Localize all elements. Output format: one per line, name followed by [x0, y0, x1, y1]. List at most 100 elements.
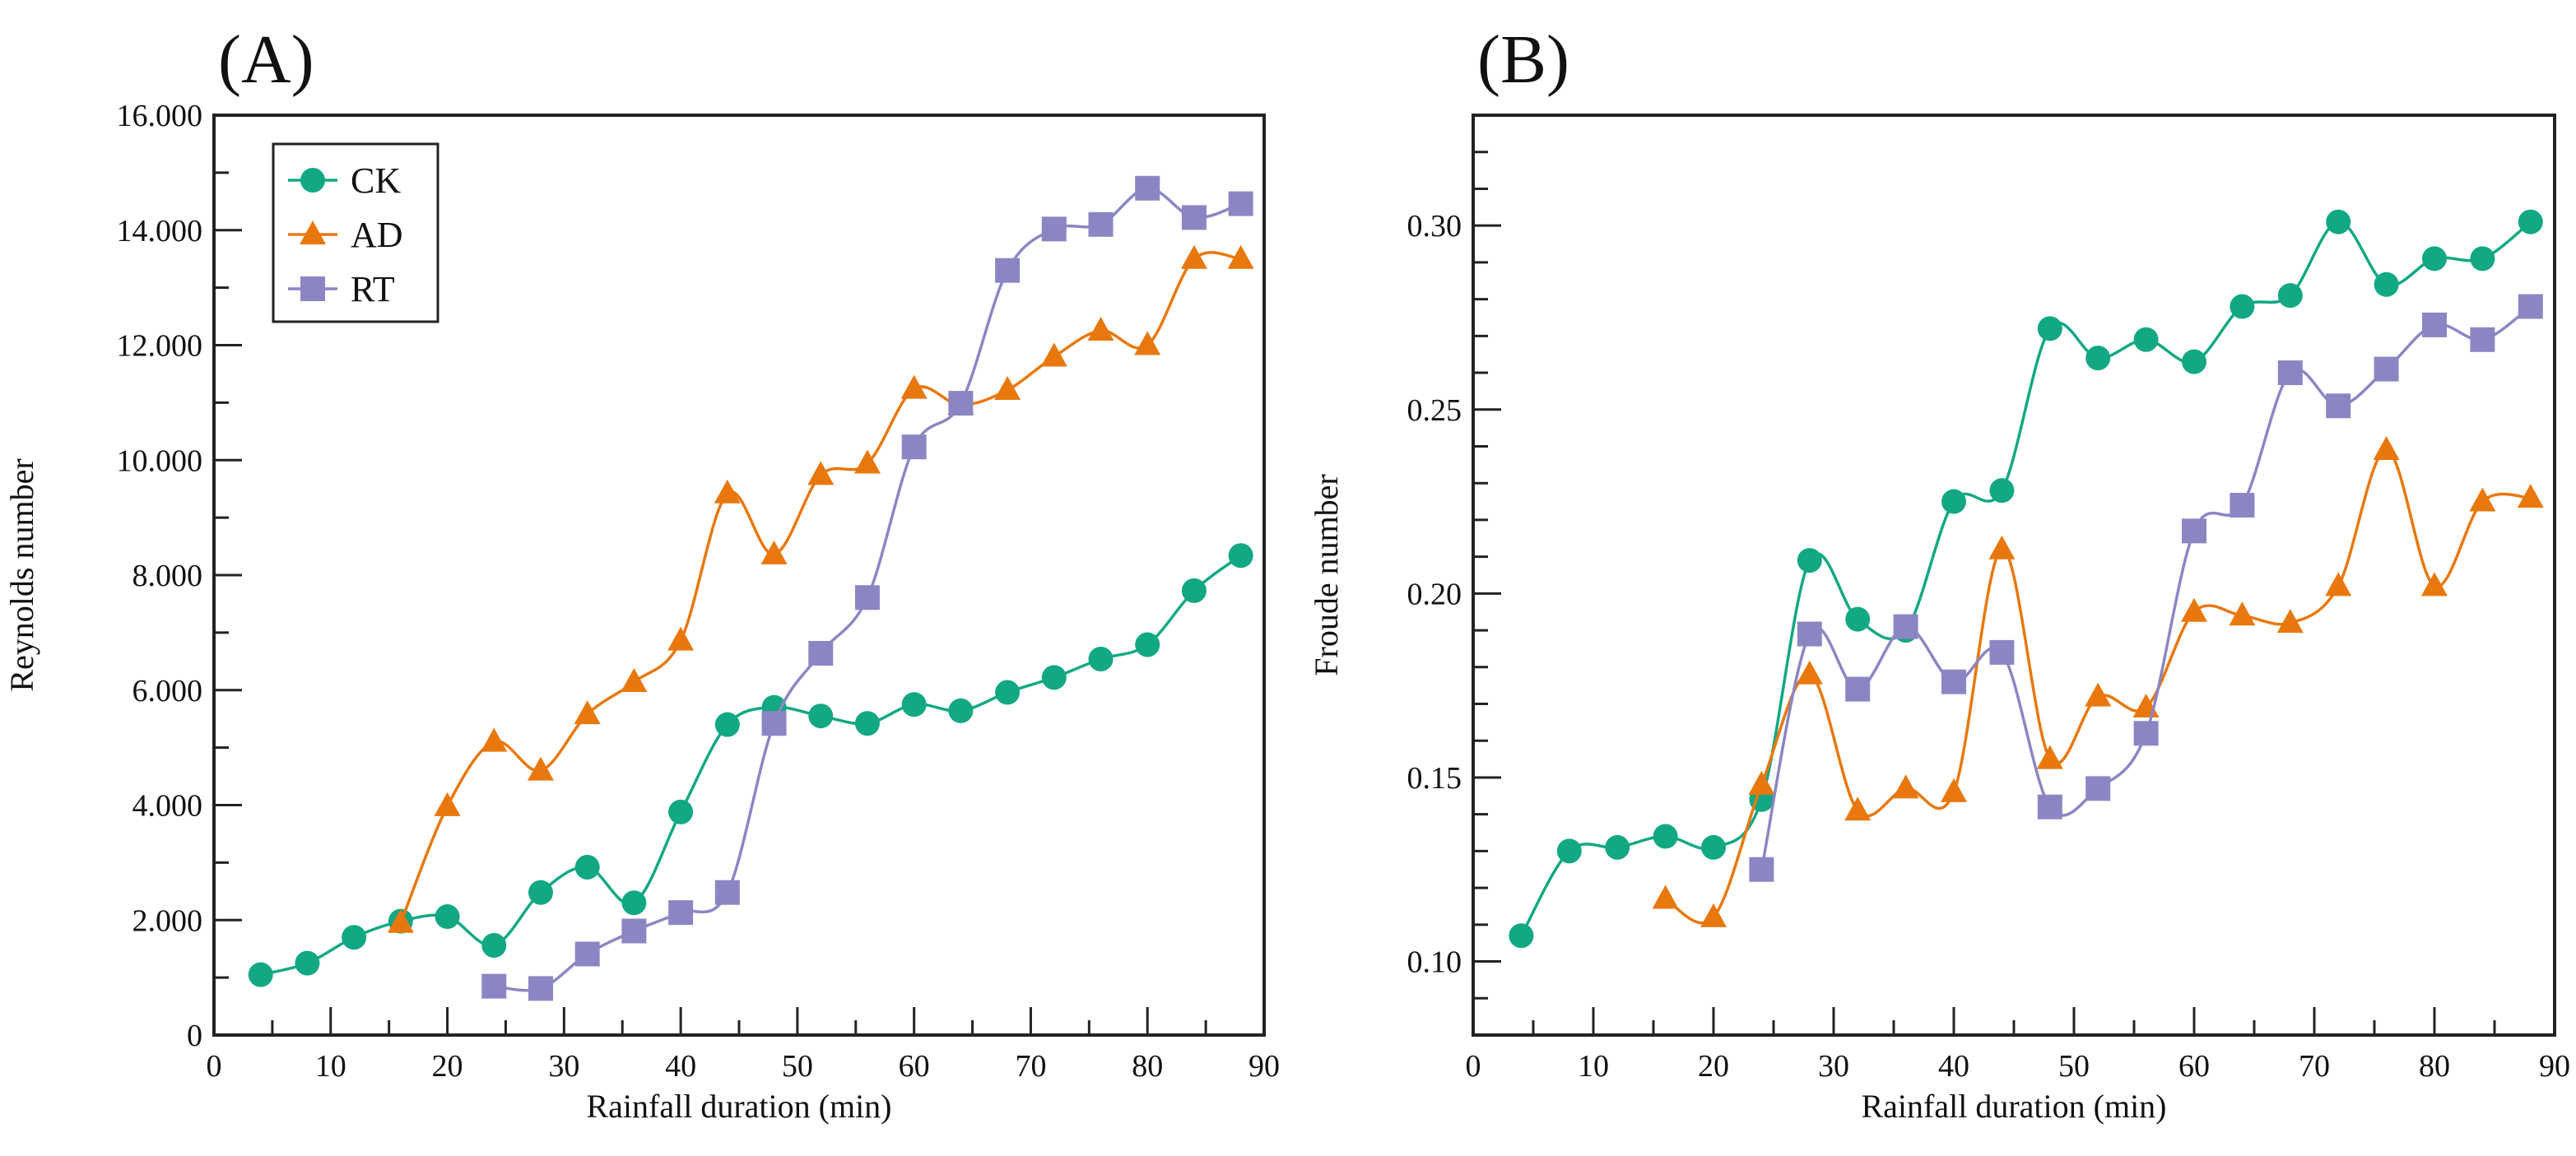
legend-marker-rt	[300, 276, 325, 301]
data-point-ck	[2133, 327, 2159, 352]
data-point-rt	[1893, 614, 1918, 639]
y-axis-label: Reynolds number	[3, 458, 40, 691]
data-point-ad	[1652, 884, 1679, 909]
data-point-rt	[2133, 721, 2159, 746]
x-tick-label: 30	[1818, 1049, 1849, 1084]
data-point-ad	[2373, 435, 2400, 460]
y-tick-label: 0.20	[1407, 577, 1462, 611]
y-tick-label: 14.000	[117, 214, 203, 248]
data-point-ad	[434, 792, 461, 816]
data-point-ck	[1088, 647, 1114, 672]
data-point-rt	[995, 258, 1021, 283]
y-tick-label: 0	[187, 1019, 202, 1053]
data-point-ck	[342, 925, 367, 950]
x-tick-label: 40	[1938, 1049, 1969, 1084]
data-point-rt	[668, 900, 694, 926]
data-point-ck	[574, 854, 600, 880]
data-point-ad	[2421, 572, 2448, 597]
data-point-ck	[1509, 923, 1534, 949]
x-tick-label: 20	[432, 1049, 463, 1084]
data-point-ad	[621, 667, 648, 692]
x-tick-label: 80	[1132, 1049, 1163, 1084]
chart-panel-a: (A) 0 10 20 30 40 50 60 70 80 90 0 2.000 4.000 6.000 8.…	[3, 21, 1280, 1125]
series-line-ad	[399, 251, 1241, 924]
data-point-ad	[2085, 682, 2112, 707]
data-point-rt	[1181, 205, 1207, 230]
data-point-ad	[1134, 331, 1161, 355]
data-point-rt	[1135, 175, 1160, 201]
y-tick-label: 2.000	[133, 903, 203, 938]
series-ck	[1509, 209, 2543, 949]
data-point-ck	[1228, 543, 1253, 569]
y-tick-label: 10.000	[117, 443, 203, 478]
x-tick-label: 50	[2058, 1049, 2090, 1084]
y-tick-label: 8.000	[133, 559, 203, 593]
data-point-ad	[2181, 597, 2207, 622]
x-axis-label: Rainfall duration (min)	[586, 1088, 891, 1125]
data-point-ad	[760, 540, 788, 564]
data-point-ck	[528, 880, 553, 905]
data-point-ad	[900, 374, 928, 399]
data-point-ck	[295, 950, 320, 976]
data-point-ad	[853, 449, 881, 474]
plot-frame	[1472, 114, 2556, 1037]
data-point-ck	[2277, 283, 2303, 309]
data-point-ck	[854, 711, 880, 736]
data-point-ad	[1796, 660, 1823, 685]
data-point-rt	[2470, 327, 2495, 352]
data-point-rt	[1941, 669, 1966, 694]
x-tick-label: 80	[2419, 1049, 2450, 1084]
panel-label: (B)	[1477, 21, 1569, 98]
y-tick-label: 0.30	[1407, 209, 1462, 244]
data-point-ad	[2036, 745, 2063, 769]
y-tick-label: 6.000	[133, 674, 203, 708]
data-point-ad	[527, 756, 554, 781]
data-point-ad	[2325, 572, 2352, 597]
data-point-rt	[761, 711, 787, 736]
data-point-ck	[1701, 834, 1726, 860]
data-point-ck	[995, 680, 1021, 705]
data-point-rt	[481, 973, 507, 999]
data-point-ad	[714, 479, 741, 504]
data-point-rt	[901, 434, 927, 460]
x-tick-label: 0	[1466, 1049, 1481, 1084]
series-rt	[1749, 294, 2543, 882]
legend-marker-ck	[300, 168, 325, 193]
data-point-ck	[1181, 578, 1207, 603]
data-point-ad	[1040, 342, 1067, 367]
y-tick-label: 0.25	[1407, 393, 1462, 428]
data-point-ck	[2422, 246, 2447, 272]
x-tick-label: 50	[782, 1049, 813, 1084]
data-point-rt	[808, 641, 834, 666]
x-axis-label: Rainfall duration (min)	[1861, 1088, 2166, 1125]
y-tick-label: 16.000	[117, 99, 203, 133]
data-point-ck	[1135, 632, 1160, 657]
data-point-ck	[1797, 548, 1822, 573]
data-point-ck	[1556, 838, 1582, 864]
data-point-ad	[387, 908, 414, 933]
series-ck	[248, 543, 1253, 987]
data-point-ad	[574, 700, 601, 725]
data-point-ad	[1087, 317, 1114, 341]
data-point-ad	[994, 376, 1021, 401]
x-tick-label: 10	[315, 1049, 346, 1084]
data-point-ck	[621, 890, 647, 916]
x-tick-label: 90	[2539, 1049, 2570, 1084]
x-tick-label: 0	[207, 1049, 222, 1084]
data-point-rt	[528, 976, 553, 1001]
data-point-ad	[2276, 609, 2304, 634]
legend-label-rt: RT	[351, 269, 395, 309]
data-point-rt	[2277, 360, 2303, 386]
data-point-ck	[948, 698, 974, 723]
data-point-ck	[2326, 209, 2351, 234]
data-point-rt	[1749, 857, 1774, 882]
data-point-rt	[2085, 776, 2111, 801]
series-ad	[1652, 435, 2544, 927]
data-point-ck	[901, 692, 927, 717]
data-point-ad	[1844, 796, 1872, 821]
legend-label-ck: CK	[351, 160, 401, 201]
y-tick-label: 12.000	[117, 329, 203, 364]
data-point-ck	[1653, 824, 1678, 849]
legend: CK AD RT	[272, 142, 439, 323]
